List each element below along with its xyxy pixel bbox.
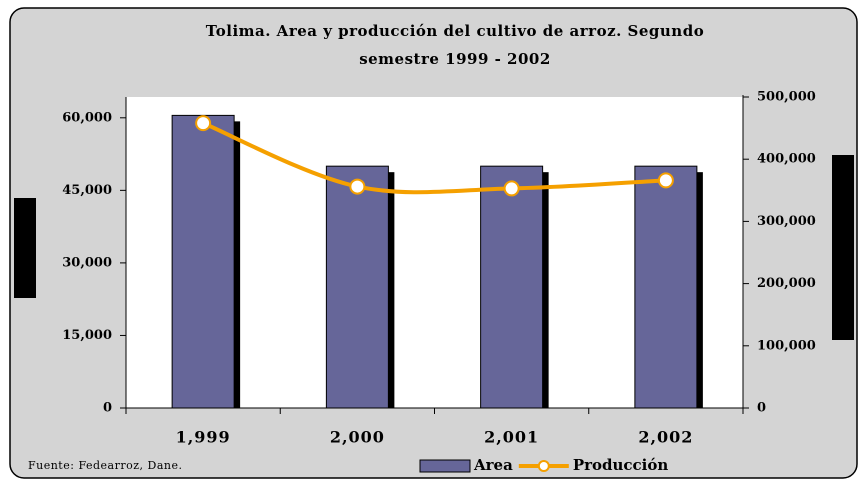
y-tick-label: 15,000: [62, 328, 112, 343]
line-marker: [503, 180, 520, 197]
chart-subtitle: semestre 1999 - 2002: [359, 50, 551, 68]
y2-tick-label: 200,000: [757, 276, 816, 291]
line-marker: [195, 115, 212, 132]
y2-tick-label: 500,000: [757, 90, 816, 105]
bar: [325, 165, 389, 409]
legend-label: Producción: [573, 456, 669, 474]
bar: [634, 165, 698, 409]
y2-tick-label: 400,000: [757, 152, 816, 167]
x-tick-label: 2,000: [330, 428, 385, 447]
y-tick-label: 0: [103, 401, 112, 416]
y2-tick-label: 0: [757, 401, 766, 416]
bar: [480, 165, 544, 409]
y2-tick-label: 100,000: [757, 338, 816, 353]
bar: [171, 114, 235, 409]
x-tick-label: 1,999: [176, 428, 231, 447]
x-tick-label: 2,001: [484, 428, 539, 447]
y-tick-label: 30,000: [62, 255, 112, 270]
source-note: Fuente: Fedearroz, Dane.: [28, 459, 183, 472]
y2-axis-title-box: [832, 155, 854, 340]
y-tick-label: 60,000: [62, 110, 112, 125]
legend-marker: [537, 460, 550, 472]
y2-tick-label: 300,000: [757, 214, 816, 229]
x-tick-label: 2,002: [638, 428, 693, 447]
line-marker: [349, 178, 366, 195]
y-tick-label: 45,000: [62, 183, 112, 198]
line-marker: [657, 172, 674, 189]
y-axis-title-box: [14, 198, 36, 298]
chart-title: Tolima. Area y producción del cultivo de…: [206, 22, 704, 40]
legend-label: Area: [473, 456, 513, 474]
legend-swatch: [419, 459, 471, 473]
line: [202, 121, 666, 195]
